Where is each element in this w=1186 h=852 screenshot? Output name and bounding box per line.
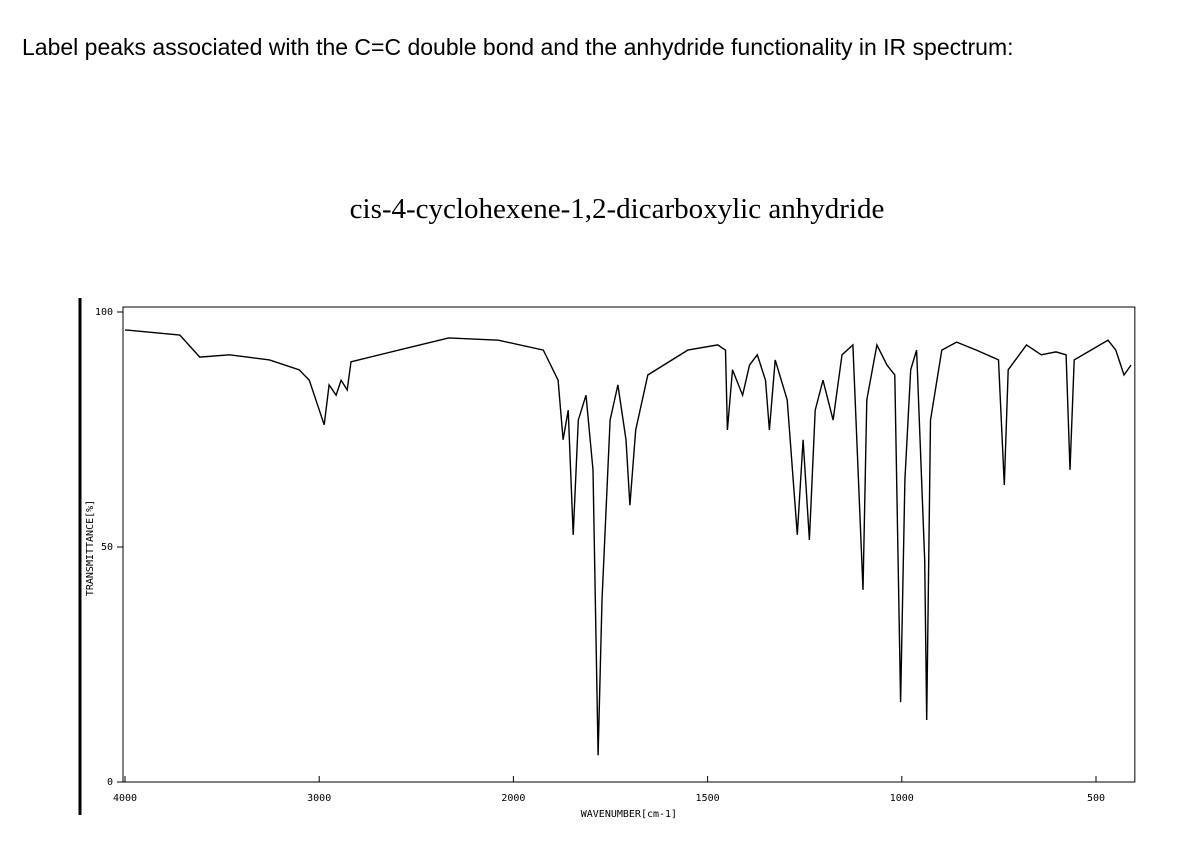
- plot-frame: [122, 306, 1136, 783]
- y-tick-label: 50: [101, 542, 113, 553]
- y-tick-label: 100: [95, 307, 113, 318]
- question: Label peaks associated with the C=C doub…: [22, 34, 1014, 60]
- y-tick-label: 0: [107, 777, 113, 788]
- x-tick-label: 500: [1087, 793, 1105, 804]
- x-axis-label: WAVENUMBER[cm-1]: [581, 809, 677, 820]
- x-tick-label: 1500: [696, 793, 720, 804]
- x-tick-label: 2000: [501, 793, 525, 804]
- x-tick-label: 3000: [307, 793, 331, 804]
- chart-title: cis-4-cyclohexene-1,2-dicarboxylic anhyd…: [350, 193, 885, 225]
- x-tick-label: 4000: [113, 793, 137, 804]
- y-axis-label: TRANSMITTANCE[%]: [85, 500, 96, 596]
- x-tick-label: 1000: [890, 793, 914, 804]
- spectrum-line: [124, 329, 1132, 756]
